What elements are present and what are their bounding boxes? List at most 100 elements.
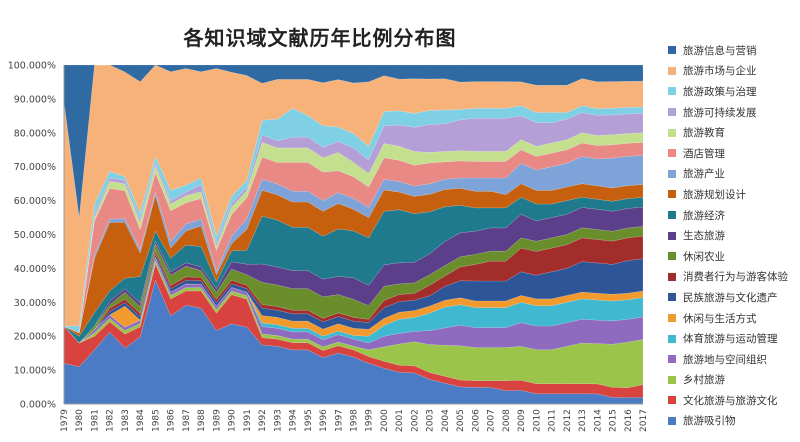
legend-swatch <box>668 416 676 425</box>
x-tick-label: 1989 <box>212 409 222 432</box>
x-tick-label: 2005 <box>456 409 466 432</box>
y-tick-label: 0.000% <box>20 400 56 411</box>
x-tick-label: 1999 <box>365 409 375 432</box>
legend-label: 生态旅游 <box>683 230 725 243</box>
x-tick-label: 2001 <box>395 409 405 432</box>
legend-item: 旅游规划设计 <box>668 184 800 205</box>
legend-label: 休闲农业 <box>683 250 725 263</box>
legend-item: 旅游信息与营销 <box>668 40 800 61</box>
legend-label: 旅游教育 <box>683 127 725 140</box>
area-series-2 <box>63 259 644 388</box>
legend-item: 旅游吸引物 <box>668 411 800 432</box>
legend-item: 旅游产业 <box>668 164 800 185</box>
x-tick-label: 1996 <box>319 409 329 432</box>
y-tick-label: 50.000% <box>14 230 56 241</box>
legend-swatch <box>668 128 676 137</box>
x-tick-label: 1980 <box>75 409 85 432</box>
legend-item: 文化旅游与旅游文化 <box>668 390 800 411</box>
stacked-area-chart: 0.000% 10.000% 20.000% 30.000% 40.000% 50.000… <box>8 61 649 433</box>
y-tick-label: 30.000% <box>14 298 56 309</box>
x-tick-label: 1990 <box>228 409 238 432</box>
legend-item: 旅游可持续发展 <box>668 102 800 123</box>
legend-label: 旅游吸引物 <box>683 415 736 428</box>
legend-label: 乡村旅游 <box>683 374 725 387</box>
y-tick-label: 10.000% <box>14 366 56 377</box>
x-tick-label: 2003 <box>426 409 436 432</box>
area-layer <box>63 64 644 405</box>
legend-label: 旅游经济 <box>683 209 725 222</box>
y-tick-label: 70.000% <box>14 162 56 173</box>
area-series-5 <box>63 256 644 344</box>
x-tick-label: 1995 <box>304 409 314 432</box>
legend-swatch <box>668 231 676 240</box>
x-tick-label: 2017 <box>639 409 649 432</box>
x-tick-label: 1984 <box>136 409 146 432</box>
x-tick-label: 1997 <box>334 409 344 432</box>
legend-item: 生态旅游 <box>668 225 800 246</box>
x-tick-label: 2015 <box>609 409 619 432</box>
legend-swatch <box>668 87 676 96</box>
x-tick-label: 1983 <box>121 409 131 432</box>
legend-swatch <box>668 355 676 364</box>
legend-label: 旅游市场与企业 <box>683 65 757 78</box>
area-series-8 <box>63 226 644 344</box>
y-tick-label: 90.000% <box>14 94 56 105</box>
legend-swatch <box>668 211 676 220</box>
legend-item: 体育旅游与运动管理 <box>668 328 800 349</box>
legend-item: 酒店管理 <box>668 143 800 164</box>
area-series-4 <box>63 256 644 344</box>
legend-item: 消费者行为与游客体验 <box>668 267 800 288</box>
legend-item: 旅游政策与治理 <box>668 81 800 102</box>
legend-item: 民族旅游与文化遗产 <box>668 287 800 308</box>
x-tick-label: 2012 <box>563 409 573 432</box>
legend-swatch <box>668 108 676 117</box>
legend-swatch <box>668 334 676 343</box>
x-tick-label: 1982 <box>106 409 116 432</box>
x-tick-label: 1994 <box>289 409 299 432</box>
legend-label: 休闲与生活方式 <box>683 312 757 325</box>
legend-label: 酒店管理 <box>683 147 725 160</box>
x-tick-label: 2011 <box>548 409 558 432</box>
x-tick-label: 2016 <box>624 409 634 432</box>
x-tick-label: 1986 <box>167 409 177 432</box>
y-tick-label: 100.000% <box>8 61 56 72</box>
legend-item: 休闲与生活方式 <box>668 308 800 329</box>
legend-item: 旅游教育 <box>668 122 800 143</box>
legend-swatch <box>668 375 676 384</box>
x-tick-label: 1993 <box>273 409 283 432</box>
x-tick-label: 1988 <box>197 409 207 432</box>
legend-label: 旅游规划设计 <box>683 188 746 201</box>
legend-swatch <box>668 190 676 199</box>
area-series-3 <box>63 256 644 351</box>
legend-label: 旅游地与空间组织 <box>683 353 767 366</box>
legend-swatch <box>668 169 676 178</box>
x-tick-label: 1991 <box>243 409 253 432</box>
legend-item: 旅游经济 <box>668 205 800 226</box>
x-tick-label: 1992 <box>258 409 268 432</box>
legend-swatch <box>668 314 676 323</box>
x-tick-label: 2004 <box>441 409 451 432</box>
y-tick-label: 20.000% <box>14 332 56 343</box>
legend-swatch <box>668 293 676 302</box>
x-tick-label: 2009 <box>517 409 527 432</box>
x-tick-label: 2010 <box>532 409 542 432</box>
legend-item: 旅游地与空间组织 <box>668 349 800 370</box>
legend-label: 文化旅游与旅游文化 <box>683 394 778 407</box>
legend-label: 旅游信息与营销 <box>683 44 757 57</box>
x-tick-label: 2008 <box>502 409 512 432</box>
chart-title: 各知识域文献历年比例分布图 <box>183 26 457 50</box>
y-tick-label: 60.000% <box>14 196 56 207</box>
legend-swatch <box>668 396 676 405</box>
x-tick-label: 1985 <box>151 409 161 432</box>
area-series-7 <box>63 235 644 344</box>
legend-label: 民族旅游与文化遗产 <box>683 291 778 304</box>
legend: 旅游信息与营销 旅游市场与企业旅游政策与治理 旅游可持续发展旅游教育酒店管理旅游产业… <box>668 40 800 431</box>
area-series-18 <box>63 64 644 218</box>
area-series-6 <box>63 253 644 344</box>
x-tick-label: 2000 <box>380 409 390 432</box>
legend-item: 乡村旅游 <box>668 370 800 391</box>
legend-swatch <box>668 272 676 281</box>
legend-label: 体育旅游与运动管理 <box>683 333 778 346</box>
x-tick-label: 2002 <box>410 409 420 432</box>
legend-item: 休闲农业 <box>668 246 800 267</box>
